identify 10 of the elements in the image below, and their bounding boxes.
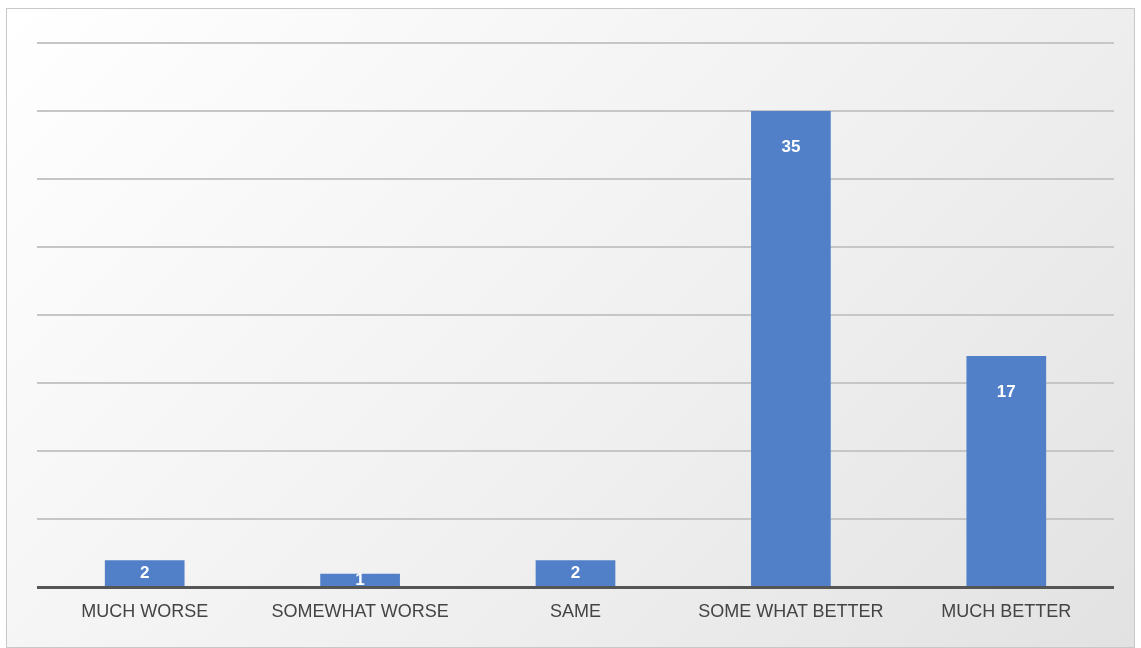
x-tick-label: SOMEWHAT WORSE	[271, 601, 449, 622]
x-tick-label: SOME WHAT BETTER	[698, 601, 884, 622]
x-tick-label: MUCH WORSE	[81, 601, 209, 622]
data-label: 2	[139, 562, 150, 582]
data-label: 1	[355, 569, 365, 589]
x-tick-label: MUCH BETTER	[941, 601, 1072, 622]
x-tick-label: SAME	[549, 601, 602, 622]
data-label: 2	[570, 562, 581, 582]
data-label: 17	[996, 381, 1016, 401]
data-label: 35	[781, 136, 801, 156]
